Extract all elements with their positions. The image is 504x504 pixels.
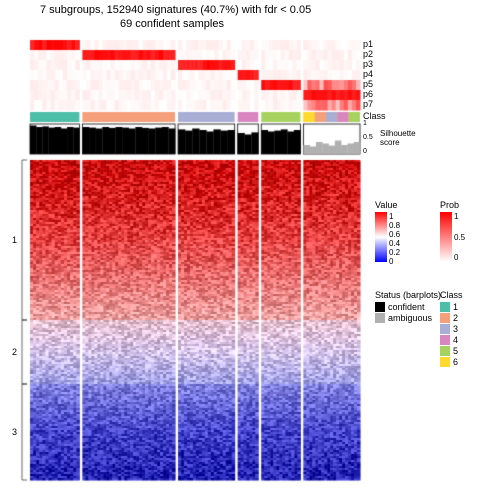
prob-row-label: p6	[363, 89, 373, 99]
value-legend-title: Value	[375, 200, 397, 210]
sil-tick-0: 0	[363, 148, 367, 155]
row-cluster-label: 1	[12, 235, 17, 245]
prob-row-label: p5	[363, 79, 373, 89]
class-legend-item: 5	[440, 346, 463, 356]
class-legend-item: 4	[440, 335, 463, 345]
prob-legend-title: Prob	[440, 200, 459, 210]
silhouette-label: Silhouettescore	[380, 130, 416, 148]
row-cluster-label: 2	[12, 347, 17, 357]
class-legend-item: 2	[440, 313, 463, 323]
prob-legend: Prob 10.50	[440, 200, 459, 262]
prob-row-label: p1	[363, 39, 373, 49]
sil-tick-05: 0.5	[363, 134, 373, 141]
prob-row-label: p7	[363, 99, 373, 109]
prob-row-label: p3	[363, 59, 373, 69]
heatmap-canvas	[0, 0, 504, 504]
class-legend-item: 6	[440, 357, 463, 367]
status-legend-item: ambiguous	[375, 313, 441, 323]
sil-tick-1: 1	[363, 120, 367, 127]
class-legend-item: 3	[440, 324, 463, 334]
prob-legend-ticks: 10.50	[454, 212, 465, 262]
status-legend: Status (barplots) confidentambiguous	[375, 290, 441, 324]
prob-row-label: p2	[363, 49, 373, 59]
status-legend-title: Status (barplots)	[375, 290, 441, 300]
class-legend-title: Class	[440, 290, 463, 300]
value-legend-gradient	[375, 212, 387, 262]
row-cluster-label: 3	[12, 427, 17, 437]
status-legend-item: confident	[375, 302, 441, 312]
value-legend-ticks: 10.80.60.40.20	[389, 212, 400, 262]
prob-row-label: p4	[363, 69, 373, 79]
value-legend: Value 10.80.60.40.20	[375, 200, 397, 262]
class-legend: Class 123456	[440, 290, 463, 368]
prob-legend-gradient	[440, 212, 452, 262]
class-legend-item: 1	[440, 302, 463, 312]
